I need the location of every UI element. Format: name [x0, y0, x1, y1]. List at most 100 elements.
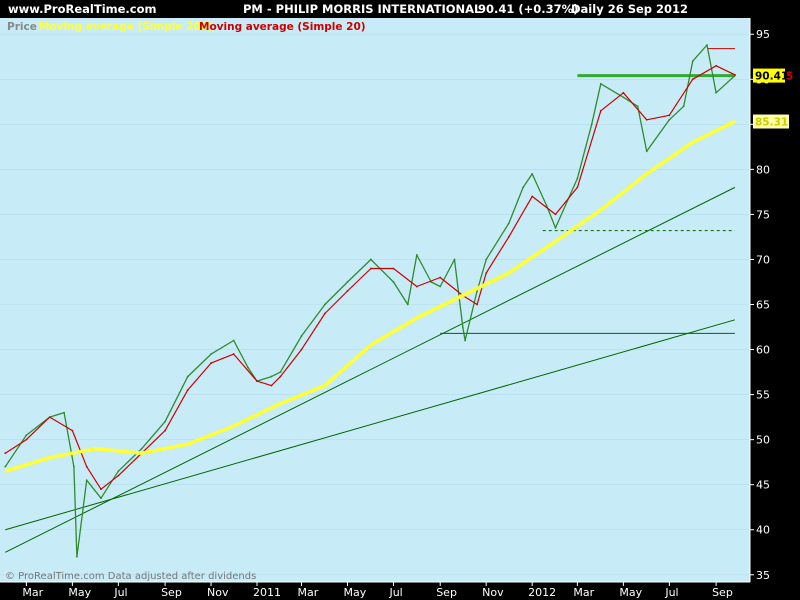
site-name: www.ProRealTime.com: [8, 2, 157, 16]
data-point: [545, 204, 548, 207]
data-point: [636, 105, 639, 108]
data-point: [75, 555, 78, 558]
series-line: [4, 65, 736, 490]
data-point: [48, 456, 51, 459]
y-tick-label: 95: [756, 28, 770, 41]
data-point: [599, 82, 602, 85]
legend-ma200: Moving average (Simple 200): [39, 21, 213, 33]
legend: Price Moving average (Simple 200) Moving…: [7, 21, 366, 33]
x-tick-label: Jul: [388, 586, 402, 599]
data-point: [392, 281, 395, 283]
legend-price: Price: [7, 21, 37, 33]
x-tick-label: Nov: [482, 586, 504, 599]
data-point: [94, 447, 97, 450]
data-point: [323, 303, 326, 306]
overlay-lines: [5, 48, 736, 553]
data-point: [247, 366, 249, 369]
data-point: [85, 465, 88, 468]
data-point: [682, 105, 685, 108]
data-point: [590, 123, 593, 126]
data-point: [72, 465, 75, 468]
data-point: [164, 420, 166, 423]
last-price: 90.41 (+0.37%): [478, 2, 579, 16]
data-point: [48, 416, 51, 419]
data-point: [256, 380, 258, 382]
legend-ma20: Moving average (Simple 20): [199, 21, 366, 33]
data-point: [599, 209, 602, 211]
data-point: [279, 402, 282, 405]
data-point: [415, 254, 418, 256]
ma20-label: 5: [786, 71, 793, 83]
y-tick-label: 35: [756, 569, 770, 582]
data-point: [369, 258, 372, 261]
data-point: [323, 312, 326, 315]
data-point: [622, 96, 625, 99]
y-tick-label: 40: [756, 524, 770, 537]
y-tick-label: 45: [756, 479, 770, 492]
data-point: [485, 272, 488, 274]
data-point: [476, 303, 479, 306]
x-tick-label: Jul: [113, 586, 127, 599]
x-tick-label: Nov: [207, 586, 229, 599]
y-tick-label: 80: [756, 163, 770, 176]
data-point: [554, 227, 557, 229]
data-point: [691, 78, 694, 81]
data-point: [100, 497, 102, 500]
data-point: [346, 290, 349, 292]
x-tick-label: Jul: [664, 586, 678, 599]
x-tick-label: May: [619, 586, 642, 599]
x-tick-label: Sep: [712, 586, 733, 599]
data-point: [645, 172, 648, 175]
y-axis: 35404550556065707580859095: [749, 18, 770, 582]
data-point: [715, 64, 717, 67]
x-tick-label: 2011: [253, 586, 281, 599]
data-point: [85, 479, 88, 482]
y-tick-label: 60: [756, 344, 770, 357]
data-point: [164, 429, 166, 432]
data-point: [270, 375, 273, 378]
data-point: [507, 272, 510, 274]
data-point: [522, 186, 525, 189]
x-tick-label: Mar: [573, 586, 594, 599]
data-point: [645, 118, 648, 121]
data-point: [140, 452, 143, 455]
x-tick-label: Mar: [22, 586, 43, 599]
instrument-title: PM - PHILIP MORRIS INTERNATIONAL: [243, 2, 482, 16]
data-point: [645, 150, 648, 153]
data-point: [464, 339, 466, 342]
grid: [0, 33, 750, 576]
data-point: [25, 438, 28, 441]
y-tick-label: 65: [756, 299, 770, 312]
data-point: [439, 285, 442, 288]
data-point: [300, 335, 303, 337]
data-point: [71, 429, 74, 432]
series-layer: [4, 44, 736, 558]
data-point: [691, 60, 694, 63]
data-point: [186, 375, 189, 378]
data-point: [507, 222, 510, 225]
data-point: [117, 474, 120, 477]
data-point: [186, 443, 189, 446]
data-point: [346, 281, 349, 283]
data-point: [4, 452, 7, 455]
x-tick-label: May: [343, 586, 366, 599]
data-point: [554, 213, 557, 216]
data-point: [323, 384, 326, 387]
x-tick-label: 2012: [528, 586, 556, 599]
data-point: [232, 425, 235, 428]
data-point: [232, 339, 235, 342]
data-point: [622, 91, 625, 94]
data-point: [507, 236, 510, 238]
data-point: [117, 470, 120, 473]
data-point: [576, 186, 579, 189]
plot-area: [0, 18, 750, 582]
data-point: [300, 348, 303, 351]
price-labels: 90.415 85.31: [753, 68, 793, 129]
data-point: [415, 285, 418, 288]
data-point: [63, 411, 65, 414]
trendline: [5, 186, 736, 553]
period-date: Daily 26 Sep 2012: [571, 2, 689, 16]
data-point: [531, 172, 534, 175]
data-point: [453, 258, 456, 261]
